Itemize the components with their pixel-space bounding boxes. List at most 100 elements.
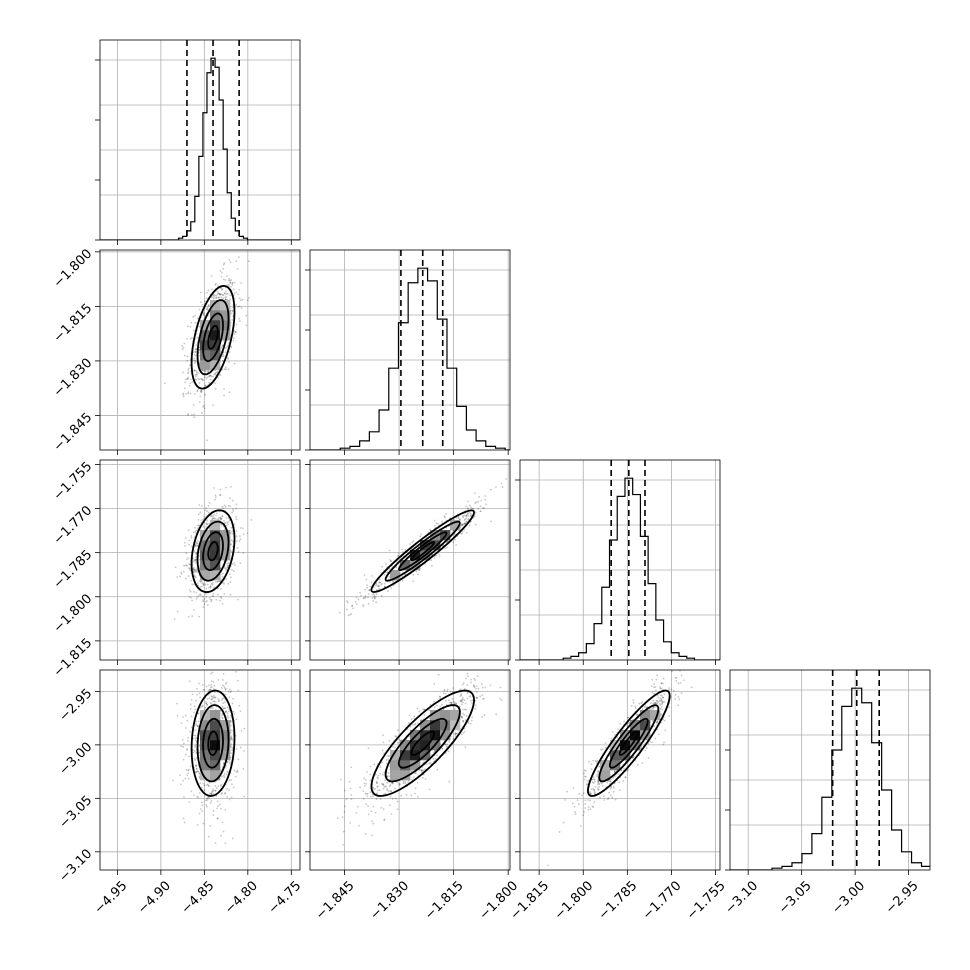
sample-point <box>604 742 607 744</box>
sample-point <box>654 686 657 688</box>
density-cell <box>640 730 651 741</box>
sample-point <box>606 781 609 784</box>
sample-point <box>179 774 181 777</box>
sample-point <box>341 816 344 819</box>
sample-point <box>359 591 362 594</box>
sample-point <box>597 770 599 773</box>
sample-point <box>369 795 372 798</box>
sample-point <box>211 594 214 597</box>
sample-point <box>392 782 394 785</box>
sample-point <box>630 705 633 707</box>
sample-point <box>193 608 195 611</box>
sample-point <box>225 562 228 565</box>
sample-point <box>464 522 466 525</box>
sample-point <box>381 565 383 568</box>
sample-point <box>373 596 376 598</box>
sample-point <box>376 789 379 792</box>
sample-point <box>384 779 386 782</box>
sample-point <box>203 789 206 792</box>
sample-point <box>372 586 375 588</box>
sample-point <box>373 597 376 600</box>
sample-point <box>595 761 598 763</box>
sample-point <box>433 682 436 685</box>
density-cell <box>220 300 231 311</box>
sample-point <box>618 789 621 792</box>
sample-point <box>679 668 681 670</box>
sample-point <box>224 688 227 691</box>
sample-point <box>233 713 236 715</box>
sample-point <box>589 799 591 802</box>
sample-point <box>656 674 659 677</box>
sample-point <box>627 716 630 719</box>
sample-point <box>174 566 177 569</box>
sample-point <box>188 563 191 566</box>
sample-point <box>649 708 652 711</box>
sample-point <box>202 822 205 825</box>
sample-point <box>416 781 419 784</box>
sample-point <box>612 790 615 793</box>
sample-point <box>591 805 594 808</box>
density-cell <box>200 320 211 331</box>
sample-point <box>452 687 455 690</box>
sample-point <box>606 798 609 801</box>
sample-point <box>206 783 209 786</box>
sample-point <box>210 514 213 517</box>
sample-point <box>590 763 593 766</box>
sample-point <box>201 804 204 807</box>
sample-point <box>594 780 596 783</box>
sample-point <box>467 720 470 723</box>
sample-point <box>377 584 379 587</box>
sample-point <box>652 706 655 709</box>
sample-point <box>372 805 375 808</box>
sample-point <box>612 776 615 779</box>
sample-point <box>221 668 223 670</box>
sample-point <box>194 360 197 362</box>
sample-point <box>193 416 196 419</box>
sample-point <box>661 703 664 706</box>
sample-point <box>206 439 208 442</box>
sample-point <box>182 570 185 573</box>
sample-point <box>227 771 230 774</box>
sample-point <box>647 742 650 745</box>
sample-point <box>225 486 227 489</box>
sample-point <box>198 504 201 506</box>
sample-point <box>227 582 230 585</box>
sample-point <box>476 697 478 699</box>
sample-point <box>223 519 225 522</box>
sample-point <box>444 743 447 746</box>
sample-point <box>461 720 464 722</box>
sample-point <box>182 817 185 820</box>
sample-point <box>656 700 658 702</box>
sample-point <box>209 585 212 587</box>
density-cell <box>200 730 211 741</box>
sample-point <box>449 690 452 693</box>
sample-point <box>369 585 372 588</box>
sample-point <box>586 779 589 782</box>
sample-point <box>227 358 230 360</box>
sample-point <box>660 712 662 715</box>
density-cell <box>600 770 611 781</box>
panel-frame <box>99 249 301 451</box>
sample-point <box>207 835 210 838</box>
sample-point <box>459 716 462 718</box>
sample-point <box>703 653 705 655</box>
sample-point <box>489 488 492 491</box>
sample-point <box>388 549 391 552</box>
sample-point <box>185 577 187 580</box>
sample-point <box>473 515 476 518</box>
sample-point <box>212 789 214 792</box>
sample-point <box>229 298 232 301</box>
sample-point <box>460 700 463 703</box>
sample-point <box>232 710 235 713</box>
sample-point <box>365 782 368 785</box>
sample-point <box>231 783 233 786</box>
sample-point <box>482 698 484 700</box>
sample-point <box>342 843 344 846</box>
sample-point <box>618 773 620 776</box>
sample-point <box>201 704 204 707</box>
sample-point <box>657 701 660 703</box>
sample-point <box>212 810 215 812</box>
sample-point <box>591 781 594 784</box>
sample-point <box>461 698 463 701</box>
sample-point <box>238 305 241 308</box>
